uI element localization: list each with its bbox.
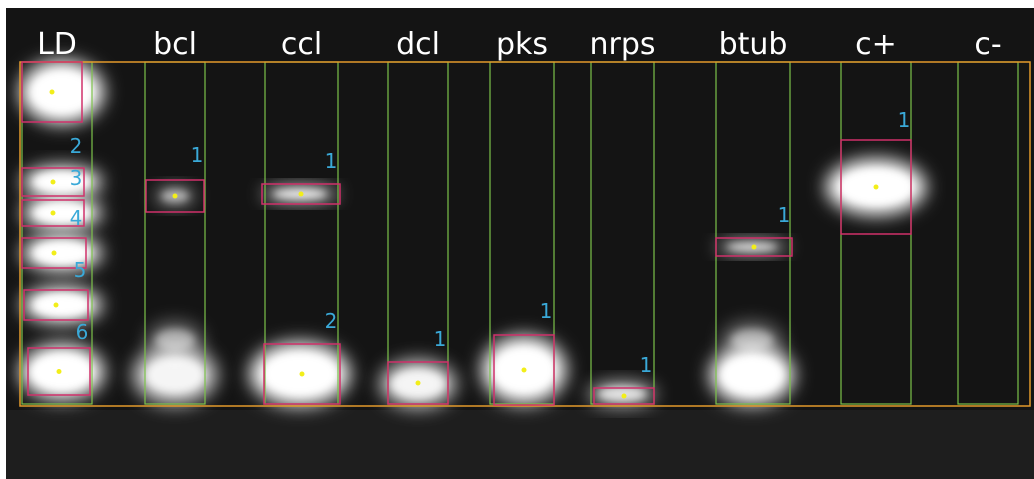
gel-image: LD 2 3 4 5 6 bcl 1 ccl 1 2 dcl 1 pks 1 nrps 1 btub 1 c+ 1 c-	[0, 0, 1034, 479]
band-number: 1	[191, 143, 204, 167]
band-center	[52, 251, 57, 256]
band-number: 1	[325, 149, 338, 173]
band-core	[731, 329, 773, 351]
band-center	[874, 185, 879, 190]
band-center	[752, 245, 757, 250]
band-number: 2	[325, 309, 338, 333]
band-number: 5	[74, 258, 87, 282]
lane-label: c+	[855, 27, 897, 62]
band-core	[34, 294, 90, 316]
band-center	[622, 394, 627, 399]
lane-label: bcl	[153, 27, 197, 62]
band-center	[51, 211, 56, 216]
gel-background	[6, 8, 1034, 479]
band-number: 1	[640, 353, 653, 377]
band-number: 6	[76, 320, 89, 344]
band-core	[33, 355, 92, 389]
band-center	[522, 368, 527, 373]
band-center	[50, 90, 55, 95]
lane-label: LD	[37, 27, 77, 62]
lane-label: nrps	[589, 27, 655, 62]
band-center	[300, 372, 305, 377]
band-center	[299, 192, 304, 197]
gel-well-area	[6, 410, 1034, 479]
band-number: 2	[70, 134, 83, 158]
band-number: 1	[778, 203, 791, 227]
band-core	[146, 357, 205, 393]
band-core	[598, 387, 646, 401]
band-number: 1	[898, 108, 911, 132]
band-center	[54, 303, 59, 308]
band-center	[416, 381, 421, 386]
lane-label: c-	[974, 27, 1001, 62]
band-center	[51, 180, 56, 185]
band-center	[57, 369, 62, 374]
lane-label: dcl	[396, 27, 440, 62]
band-core	[155, 329, 194, 351]
lane-label: btub	[719, 27, 788, 62]
lane-label: ccl	[281, 27, 322, 62]
band-number: 1	[434, 327, 447, 351]
band-number: 4	[70, 206, 83, 230]
band-number: 3	[70, 166, 83, 190]
band-core	[723, 357, 782, 393]
band-center	[173, 194, 178, 199]
lane-label: pks	[496, 27, 548, 62]
band-number: 1	[540, 299, 553, 323]
